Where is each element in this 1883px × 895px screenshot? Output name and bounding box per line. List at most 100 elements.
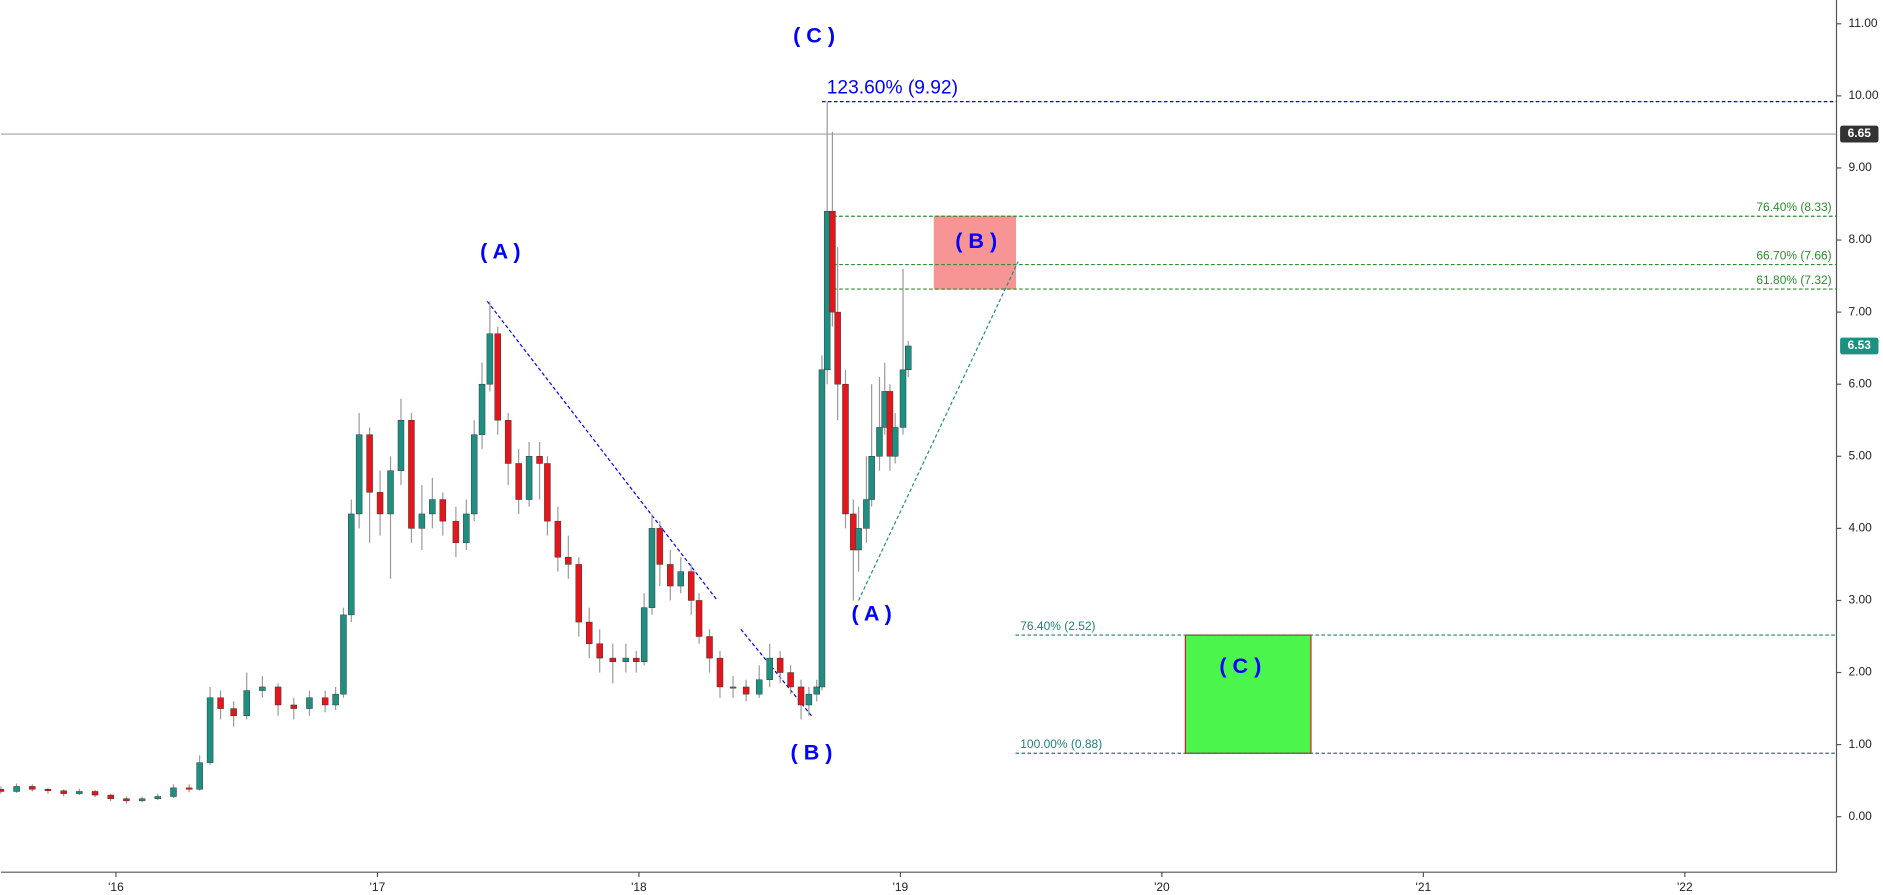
candle-body (667, 564, 674, 587)
candle-body (536, 456, 543, 464)
candle-body (766, 657, 773, 680)
candle-body (729, 686, 737, 689)
y-tick-label: 4.00 (1848, 521, 1872, 535)
candle-body (855, 528, 862, 551)
candle-body (355, 434, 363, 515)
fib-label: 66.70% (7.66) (1756, 248, 1831, 262)
candle-body (695, 600, 703, 637)
candle-body (834, 311, 841, 385)
x-tick-label: '19 (893, 880, 909, 894)
reference-tag-bg (1840, 125, 1879, 143)
candle-body (797, 686, 805, 706)
candle-body (206, 697, 214, 763)
candle-body (230, 708, 237, 717)
y-tick-label: 3.00 (1848, 593, 1872, 607)
candle-body (742, 686, 750, 695)
zone (1184, 634, 1312, 754)
y-tick-label: 7.00 (1848, 304, 1872, 318)
candle-body (13, 786, 20, 792)
candle-body (463, 513, 470, 544)
fib-label: 123.60% (9.92) (827, 78, 958, 99)
fib-label: 61.80% (7.32) (1756, 273, 1831, 287)
candle-body (813, 686, 820, 695)
candle-body (332, 693, 339, 706)
wave-label: ( A ) (851, 601, 891, 626)
candle-body (76, 791, 83, 794)
y-tick-label: 2.00 (1848, 665, 1872, 679)
y-tick-label: 5.00 (1848, 448, 1872, 462)
candle-body (899, 369, 907, 428)
candle-body (259, 686, 266, 691)
candle-body (91, 791, 99, 796)
candle-body (29, 786, 36, 790)
candle-body (348, 513, 355, 616)
candle-body (366, 434, 373, 493)
wave-label: ( B ) (791, 740, 833, 765)
candle-body (376, 492, 384, 515)
zone (933, 215, 1017, 290)
candle-body (243, 690, 250, 717)
wave-label: ( B ) (955, 228, 997, 253)
candle-body (274, 686, 282, 706)
candle-body (504, 420, 512, 464)
last-price-tag: 6.53 (1848, 338, 1872, 352)
wave-label: ( C ) (793, 22, 835, 47)
candle-body (776, 657, 784, 673)
candle-body (0, 789, 5, 792)
reference-tag: 6.65 (1848, 126, 1872, 140)
candle-body (687, 571, 695, 601)
y-tick-label: 6.00 (1848, 376, 1872, 390)
candle-body (656, 528, 664, 565)
candle-body (886, 391, 894, 457)
fib-label: 100.00% (0.88) (1020, 737, 1102, 751)
y-tick-label: 8.00 (1848, 232, 1872, 246)
candle-body (138, 798, 146, 802)
candle-body (107, 794, 114, 799)
wave-label: ( C ) (1219, 653, 1261, 678)
candle-body (787, 672, 794, 688)
y-tick-label: 10.00 (1848, 88, 1878, 102)
candle-body (185, 787, 193, 790)
candle-body (170, 787, 177, 797)
candle-body (633, 657, 640, 662)
candle-body (452, 520, 460, 544)
x-tick-label: '17 (370, 880, 386, 894)
x-tick-label: '20 (1154, 880, 1170, 894)
candle-body (217, 697, 224, 709)
candle-body (716, 657, 724, 688)
candle-body (486, 333, 494, 385)
candle-body (408, 420, 415, 529)
candle-body (868, 456, 875, 500)
candle-body (586, 621, 593, 644)
candle-body (306, 697, 313, 709)
y-tick-label: 11.00 (1848, 16, 1877, 30)
candle-body (648, 528, 656, 608)
candle-body (397, 420, 405, 471)
candle-body (494, 333, 501, 421)
candle-body (891, 427, 899, 457)
wave-label: ( A ) (480, 239, 520, 264)
candle-body (609, 657, 617, 662)
trend-line (858, 261, 1019, 601)
y-tick-label: 1.00 (1848, 737, 1872, 751)
candle-body (60, 790, 67, 794)
candle-body (429, 499, 436, 515)
candle-body (387, 470, 394, 515)
candle-body (321, 697, 329, 706)
x-tick-label: '22 (1677, 880, 1693, 894)
candle-body (622, 657, 630, 662)
candle-body (554, 520, 562, 558)
candle-body (439, 499, 447, 522)
x-tick-label: '18 (631, 880, 647, 894)
fib-label: 76.40% (2.52) (1020, 619, 1095, 633)
candle-body (154, 796, 162, 799)
candle-body (575, 564, 583, 623)
x-tick-label: '16 (108, 880, 124, 894)
last-price-tag-bg (1840, 337, 1879, 355)
candle-body (44, 789, 52, 791)
candle-body (640, 607, 648, 662)
candle-body (565, 556, 572, 565)
candle-body (818, 369, 826, 688)
candle-body (525, 456, 533, 500)
